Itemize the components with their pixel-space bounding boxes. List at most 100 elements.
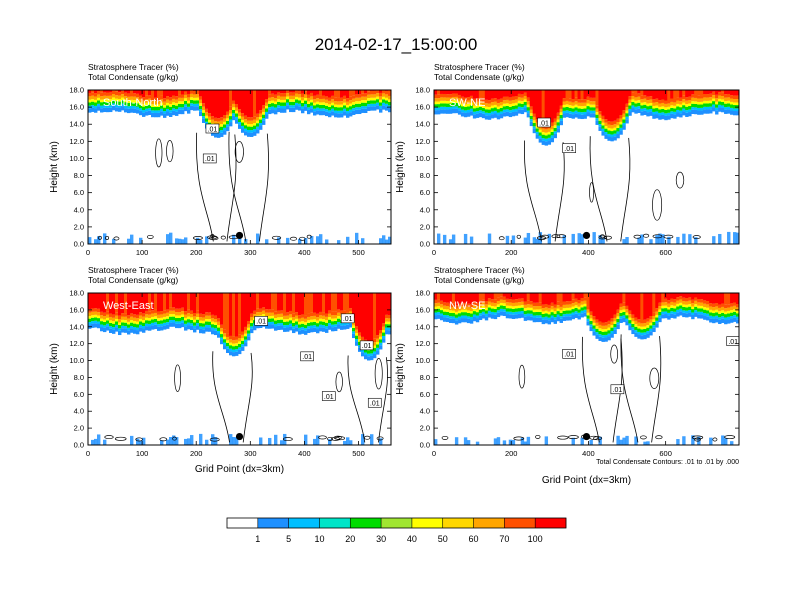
tracer-cell: [697, 90, 701, 96]
tracer-cell: [313, 99, 317, 103]
tracer-cell: [565, 110, 569, 113]
tracer-cell: [434, 312, 438, 316]
tracer-cell: [622, 110, 626, 114]
tracer-cell: [514, 96, 519, 100]
tracer-cell: [490, 314, 495, 319]
tracer-cell: [373, 106, 377, 111]
tracer-cell: [670, 98, 674, 102]
condensate-contour-blob: [694, 437, 701, 442]
tracer-cell: [610, 125, 614, 129]
tracer-cell: [490, 293, 495, 300]
tracer-cell: [445, 315, 450, 318]
tracer-cell: [619, 115, 623, 119]
tracer-cell: [553, 131, 557, 134]
tracer-cell: [481, 305, 486, 309]
tracer-cell: [172, 320, 176, 323]
boundary-tracer-cell: [562, 235, 566, 244]
tracer-cell: [649, 96, 653, 100]
tracer-cell: [472, 114, 477, 119]
tracer-cell: [295, 93, 299, 97]
tracer-cell: [583, 303, 587, 307]
boundary-tracer-cell: [511, 440, 516, 445]
tracer-cell: [655, 311, 659, 315]
tracer-cell: [211, 116, 215, 120]
tracer-cell: [235, 104, 239, 108]
tracer-cell: [232, 113, 236, 116]
tracer-cell: [541, 311, 546, 314]
tracer-cell: [370, 97, 374, 101]
tracer-cell: [202, 293, 206, 315]
tracer-cell: [121, 293, 125, 314]
tracer-cell: [649, 105, 653, 110]
tracer-cell: [685, 110, 689, 113]
tracer-cell: [607, 324, 611, 328]
tracer-cell: [652, 102, 656, 106]
tracer-cell: [643, 293, 647, 320]
boundary-tracer-cell: [313, 438, 317, 445]
tracer-cell: [94, 293, 98, 309]
tracer-cell: [124, 108, 128, 113]
tracer-cell: [463, 315, 468, 319]
tracer-cell: [304, 91, 308, 95]
tracer-cell: [460, 315, 465, 319]
tracer-cell: [538, 90, 543, 123]
tracer-cell: [442, 302, 447, 306]
tracer-cell: [604, 134, 608, 139]
tracer-cell: [520, 101, 525, 104]
tracer-cell: [274, 293, 278, 312]
contour-label-box: [340, 313, 355, 324]
tracer-cell: [283, 293, 287, 313]
tracer-cell: [136, 97, 140, 101]
boundary-tracer-cell: [379, 238, 383, 244]
tracer-cell: [484, 115, 489, 120]
tracer-cell: [232, 293, 236, 337]
tracer-cell: [385, 97, 389, 101]
tracer-cell: [277, 319, 281, 324]
tracer-cell: [712, 318, 716, 324]
tracer-cell: [124, 322, 128, 327]
tracer-cell: [466, 109, 471, 113]
tracer-cell: [637, 106, 641, 109]
tracer-cell: [307, 94, 311, 98]
tracer-cell: [199, 90, 203, 97]
tracer-cell: [547, 131, 552, 135]
tracer-cell: [193, 106, 197, 111]
tracer-cell: [631, 90, 635, 93]
tracer-cell: [682, 108, 686, 112]
boundary-tracer-cell: [448, 239, 453, 244]
tracer-cell: [598, 118, 602, 121]
tracer-cell: [700, 314, 704, 319]
condensate-contour-blob: [135, 437, 143, 442]
tracer-cell: [469, 304, 474, 308]
tracer-cell: [442, 97, 447, 101]
tracer-cell: [535, 134, 540, 139]
contour-label: .01: [205, 156, 215, 163]
tracer-cell: [434, 98, 438, 102]
tracer-cell: [211, 327, 215, 331]
tracer-cell: [349, 112, 353, 117]
tracer-cell: [709, 309, 713, 313]
tracer-cell: [241, 122, 245, 126]
tracer-cell: [196, 293, 200, 311]
tracer-cell: [721, 303, 725, 307]
tracer-cell: [658, 109, 662, 113]
tracer-cell: [91, 293, 95, 309]
contour-label: .01: [728, 339, 738, 346]
tracer-cell: [616, 318, 620, 323]
tracer-cell: [283, 321, 287, 326]
tracer-cell: [175, 321, 179, 324]
tracer-cell: [241, 90, 245, 114]
tracer-cell: [184, 293, 188, 312]
tracer-cell: [463, 302, 468, 307]
tracer-cell: [463, 293, 468, 303]
tracer-cell: [691, 303, 695, 307]
tracer-cell: [562, 310, 566, 315]
tracer-cell: [715, 318, 719, 323]
tracer-cell: [676, 103, 680, 107]
tracer-cell: [325, 293, 329, 314]
tracer-cell: [385, 103, 389, 107]
tracer-cell: [193, 319, 197, 323]
tracer-cell: [196, 319, 200, 324]
boundary-tracer-cell: [175, 238, 179, 244]
tracer-cell: [535, 309, 540, 312]
